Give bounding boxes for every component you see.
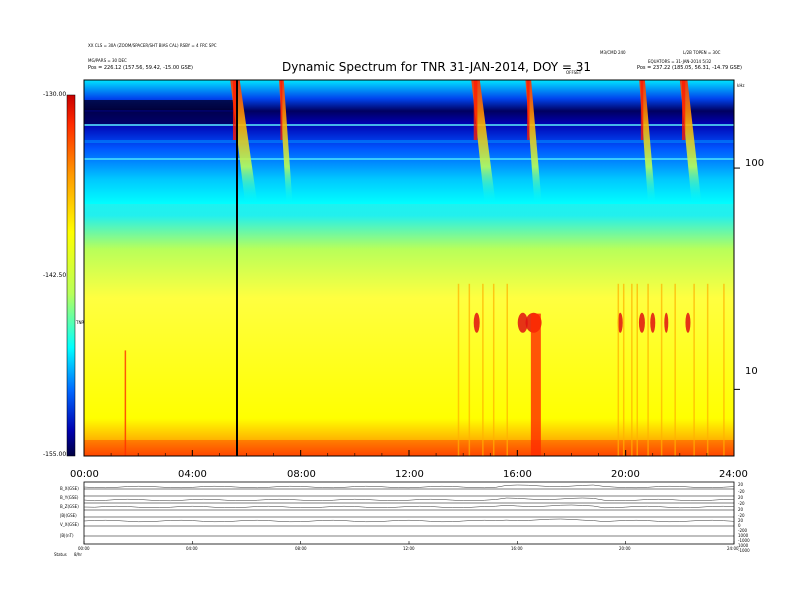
lower-right-label-12: -1000	[738, 548, 750, 553]
vline-early	[124, 350, 127, 456]
vline-10	[660, 283, 663, 456]
header-right-2: L/2B TOPEN = 30C	[683, 50, 721, 55]
header-left-1: XX CLS = 30A (ZOOM/SPACER/SHT BIAS CAL) …	[88, 43, 217, 48]
x-tick-label-1: 04:00	[178, 469, 207, 480]
colorbar	[66, 94, 76, 457]
lower-x-tick-label-6: 24:00	[727, 546, 739, 551]
x-tick-label-2: 08:00	[287, 469, 316, 480]
burst-core-3	[527, 80, 530, 140]
burst-core-4	[640, 80, 644, 140]
x-tick-label-3: 12:00	[395, 469, 424, 480]
vline-2	[482, 283, 484, 456]
marker-line	[236, 80, 238, 456]
lower-row-label-2: B_Z(GSE)	[60, 504, 79, 509]
spot-1	[517, 312, 528, 333]
lower-panel-frame	[83, 481, 735, 545]
lower-right-label-1: -20	[738, 489, 745, 494]
x-tick-label-5: 20:00	[611, 469, 640, 480]
x-tick-label-4: 16:00	[503, 469, 532, 480]
lower-trace-2	[83, 504, 735, 509]
lower-right-label-2: 20	[738, 495, 744, 500]
vline-14	[723, 283, 725, 456]
lower-panel-ticks	[83, 541, 735, 544]
vline-7	[631, 283, 633, 456]
y-tick-label-10: 10	[745, 366, 758, 377]
lower-row-label-6: Status	[54, 552, 67, 557]
lower-trace-1	[83, 497, 735, 502]
lower-bottom-left: 8/hr	[74, 552, 83, 557]
lower-x-tick-label-4: 16:00	[511, 546, 523, 551]
burst-core-0	[232, 80, 238, 140]
lower-right-label-9: 1000	[738, 533, 749, 538]
y-tick-label-100: 100	[745, 158, 765, 169]
colorbar-tick-top: -130.00	[43, 91, 67, 98]
lower-x-tick-label-1: 04:00	[186, 546, 198, 551]
lower-row-label-3: |B|(GSE)	[60, 513, 77, 518]
vline-0	[457, 283, 460, 456]
vline-8	[636, 283, 638, 456]
lower-right-label-11: 1000	[738, 543, 749, 548]
vline-11	[674, 283, 676, 456]
header-mid: OFFSET	[566, 70, 582, 75]
header-right-3: EQUATORS = 31-JAN-2014 5/32	[648, 59, 712, 64]
red-spots	[124, 283, 725, 456]
vline-13	[706, 283, 709, 456]
lower-right-label-0: 20	[738, 482, 744, 487]
colorbar-tick-bottom: -155.00	[43, 451, 67, 458]
burst-core-1	[280, 80, 283, 140]
header-right-4: Pos = 237.22 (185.05, 56.31, -14.79 GSE)	[637, 65, 742, 71]
spot-7	[685, 312, 691, 333]
colorbar-tick-mid: -142.50	[43, 272, 67, 279]
lower-row-label-0: B_X(GSE)	[60, 486, 79, 491]
chart-title: Dynamic Spectrum for TNR 31-JAN-2014, DO…	[282, 60, 592, 74]
y-ticks	[734, 167, 740, 390]
lower-right-label-4: 20	[738, 507, 744, 512]
lower-right-label-8: -200	[738, 528, 748, 533]
vline-4	[506, 283, 508, 456]
y-unit-label: kHz	[737, 83, 745, 88]
x-tick-label-6: 24:00	[719, 469, 748, 480]
lower-row-label-1: B_Y(GSE)	[60, 495, 79, 500]
lower-trace-3	[83, 518, 735, 523]
lower-trace-0	[83, 484, 735, 489]
vline-3	[492, 283, 495, 456]
lower-right-label-10: -1000	[738, 538, 750, 543]
lower-right-label-7: 0	[738, 523, 741, 528]
colorbar-label: TNR	[76, 320, 85, 325]
spectrogram	[84, 80, 734, 456]
vline-12	[693, 283, 695, 456]
header-left-2: MG/PARS = 30 DEC	[88, 58, 127, 63]
header-right-1: M3/CMD 240	[600, 50, 626, 55]
lower-panel-lines	[83, 484, 735, 537]
lower-right-label-5: -20	[738, 513, 745, 518]
lower-row-label-5: |B|(nT)	[60, 533, 74, 538]
spot-5	[650, 312, 656, 333]
vline-6	[622, 283, 625, 456]
lower-x-tick-label-5: 20:00	[619, 546, 631, 551]
header-left-3: Pos = 226.12 (157.56, 59.42, -15.00 GSE)	[88, 65, 193, 71]
spot-0	[473, 312, 480, 333]
x-tick-label-0: 00:00	[70, 469, 99, 480]
burst-core-2	[473, 80, 478, 140]
lower-row-label-4: V_X(GSE)	[60, 522, 79, 527]
lower-x-tick-label-0: 00:00	[78, 546, 90, 551]
lower-x-tick-label-3: 12:00	[403, 546, 415, 551]
vline-9	[647, 283, 649, 456]
x-ticks	[83, 450, 735, 456]
spot-6	[664, 312, 669, 333]
vline-5	[617, 283, 620, 456]
lower-right-label-6: 20	[738, 518, 744, 523]
radio-bursts	[230, 80, 702, 204]
column-main	[530, 313, 541, 456]
lower-right-label-3: -20	[738, 501, 745, 506]
spot-4	[638, 312, 645, 333]
lower-x-tick-label-2: 08:00	[295, 546, 307, 551]
burst-core-5	[682, 80, 686, 140]
vline-1	[468, 283, 471, 456]
